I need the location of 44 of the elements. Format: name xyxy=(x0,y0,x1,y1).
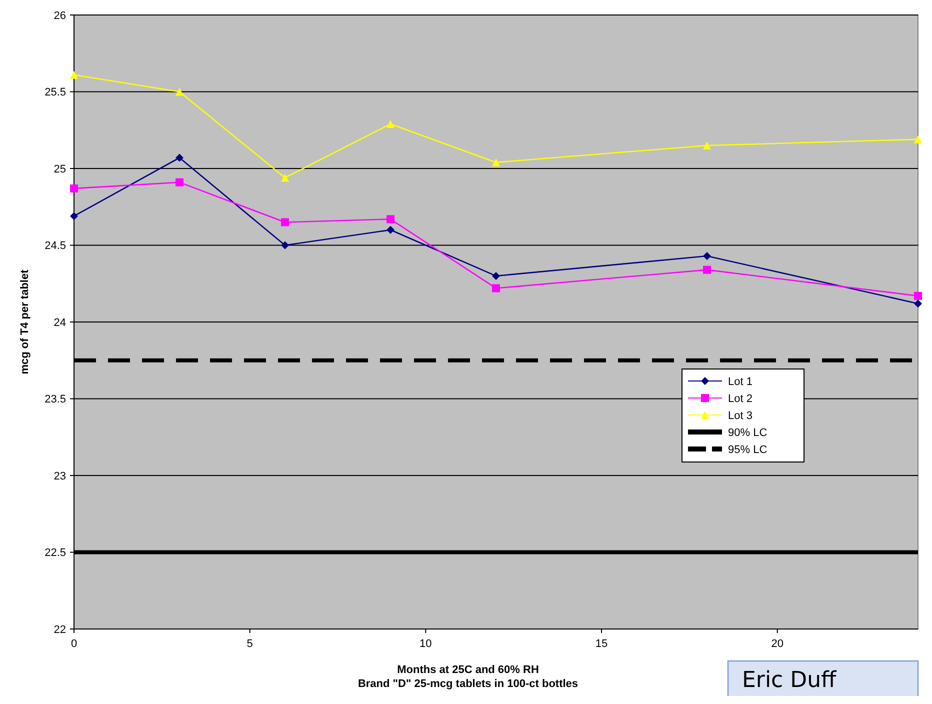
point xyxy=(70,184,78,192)
y-tick-label: 22 xyxy=(54,624,66,636)
x-tick-label: 15 xyxy=(595,638,608,650)
point xyxy=(914,135,922,144)
y-tick-label: 22.5 xyxy=(44,547,66,560)
y-tick-label: 25.5 xyxy=(44,86,66,99)
point xyxy=(492,158,500,166)
y-tick-label: 24.5 xyxy=(44,240,66,252)
legend-label: Lot 2 xyxy=(728,392,752,405)
y-tick-label: 26 xyxy=(54,10,66,22)
point xyxy=(70,212,78,220)
text: Brand "D" 25-mcg tablets in 100-ct bottles xyxy=(358,678,578,690)
legend-label: Lot 1 xyxy=(728,376,752,388)
point xyxy=(914,300,922,308)
legend-label: 90% LC xyxy=(728,426,768,439)
point xyxy=(914,292,922,300)
point xyxy=(70,70,78,79)
legend-label: 95% LC xyxy=(728,444,768,456)
y-tick-label: 24 xyxy=(54,316,66,329)
point xyxy=(703,266,711,274)
x-axis-title: Months at 25C and 60% RH xyxy=(397,664,539,676)
point xyxy=(176,154,184,162)
x-tick-label: 5 xyxy=(246,638,253,650)
x-tick-label: 0 xyxy=(70,638,78,650)
y-tick-label: 23 xyxy=(54,470,66,482)
point xyxy=(386,120,394,128)
point xyxy=(176,178,184,186)
y-tick-label: 23.5 xyxy=(44,394,66,406)
x-tick-label: 10 xyxy=(420,638,432,650)
legend-label: Lot 3 xyxy=(728,410,752,422)
text: Eric Duff xyxy=(742,668,838,693)
point xyxy=(492,272,500,280)
point xyxy=(386,226,394,234)
point xyxy=(386,215,394,224)
x-tick-label: 20 xyxy=(771,638,784,650)
point xyxy=(281,241,289,250)
y-tick-label: 25 xyxy=(54,163,66,176)
point xyxy=(703,141,711,150)
point xyxy=(281,218,289,226)
point xyxy=(281,174,289,182)
point xyxy=(176,88,184,96)
y-axis-title: mcg of T4 per tablet xyxy=(19,269,31,374)
point xyxy=(492,284,500,292)
point xyxy=(703,252,711,260)
